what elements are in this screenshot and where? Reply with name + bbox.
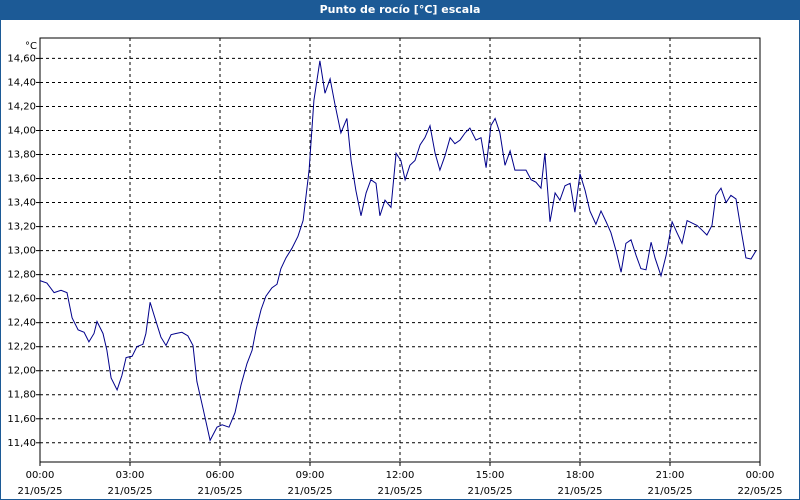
x-tick-date: 21/05/25: [198, 486, 243, 497]
x-tick-label: 12:00: [386, 470, 415, 481]
y-tick-label: 12,40: [7, 318, 36, 329]
y-tick-label: 14,20: [7, 101, 36, 112]
y-tick-label: 13,20: [7, 222, 36, 233]
y-tick-label: 14,40: [7, 77, 36, 88]
x-tick-label: 21:00: [656, 470, 685, 481]
title-bar: [0, 0, 800, 20]
y-tick-label: 12,00: [7, 366, 36, 377]
y-tick-label: 12,60: [7, 294, 36, 305]
y-tick-label: 13,80: [7, 150, 36, 161]
x-tick-date: 21/05/25: [108, 486, 153, 497]
y-tick-label: 12,80: [7, 270, 36, 281]
x-tick-label: 18:00: [566, 470, 595, 481]
x-tick-label: 00:00: [746, 470, 775, 481]
x-tick-date: 21/05/25: [18, 486, 63, 497]
x-tick-date: 21/05/25: [648, 486, 693, 497]
y-tick-label: 13,40: [7, 198, 36, 209]
x-tick-label: 15:00: [476, 470, 505, 481]
x-tick-date: 21/05/25: [558, 486, 603, 497]
y-tick-label: 14,60: [7, 53, 36, 64]
x-tick-date: 21/05/25: [378, 486, 423, 497]
x-tick-date: 21/05/25: [468, 486, 513, 497]
y-tick-label: 13,00: [7, 246, 36, 257]
y-tick-label: 14,00: [7, 125, 36, 136]
y-tick-label: 11,40: [7, 438, 36, 449]
x-tick-label: 03:00: [116, 470, 145, 481]
y-tick-label: 12,20: [7, 342, 36, 353]
y-unit: °C: [25, 41, 37, 52]
y-tick-label: 13,60: [7, 174, 36, 185]
x-tick-date: 22/05/25: [738, 486, 783, 497]
y-tick-label: 11,60: [7, 414, 36, 425]
x-tick-date: 21/05/25: [288, 486, 333, 497]
chart-title: Punto de rocío [°C] escala: [320, 3, 481, 16]
x-tick-label: 09:00: [296, 470, 325, 481]
y-tick-label: 11,80: [7, 390, 36, 401]
x-tick-label: 00:00: [26, 470, 55, 481]
x-tick-label: 06:00: [206, 470, 235, 481]
data-line: [39, 60, 757, 442]
